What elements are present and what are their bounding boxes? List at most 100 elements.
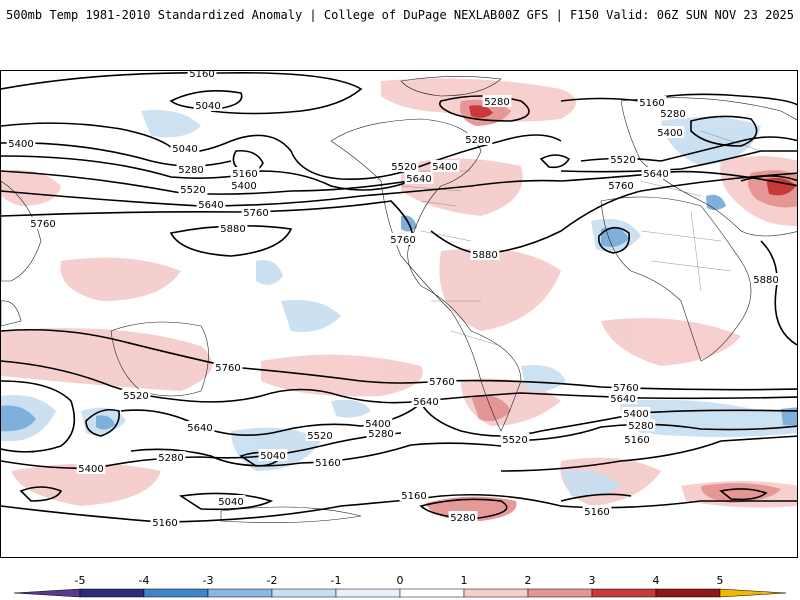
colorbar-block — [527, 588, 593, 598]
contour-label-text: 5760 — [613, 383, 638, 394]
contour-label: 5280 — [366, 427, 396, 440]
colorbar: -5 -4 -3 -2 -1 0 1 2 3 4 5 — [13, 574, 787, 598]
contour-label: 5880 — [218, 222, 248, 235]
contour-label: 5760 — [611, 381, 641, 394]
colorbar-block — [655, 588, 721, 598]
colorbar-tick-label: -3 — [203, 574, 214, 587]
contour-label: 5040 — [258, 449, 288, 462]
contour-label: 5640 — [641, 167, 671, 180]
contour-label-text: 5280 — [158, 453, 183, 464]
contour-label: 5880 — [751, 273, 781, 286]
contour-label-text: 5880 — [753, 275, 778, 286]
contour-label: 5280 — [156, 451, 186, 464]
colorbar-tick-label: 4 — [653, 574, 660, 587]
colorbar-tick-label: 5 — [717, 574, 724, 587]
model-run-info: 00Z GFS | F150 Valid: 06Z SUN NOV 23 202… — [497, 8, 794, 22]
contour-label: 5760 — [606, 179, 636, 192]
colorbar-block — [463, 588, 529, 598]
contour-label: 5520 — [608, 153, 638, 166]
contour-label: 5160 — [637, 96, 667, 109]
contour-label-text: 5400 — [8, 139, 33, 150]
contour-label: 5280 — [448, 511, 478, 524]
contour-label: 5520 — [389, 160, 419, 173]
map-title: 500mb Temp 1981-2010 Standardized Anomal… — [6, 8, 498, 22]
contour-label: 5520 — [500, 433, 530, 446]
contour-label: 5400 — [430, 160, 460, 173]
contour-label-text: 5640 — [413, 397, 438, 408]
contour-label-text: 5400 — [657, 128, 682, 139]
colorbar-tick-label: -2 — [267, 574, 278, 587]
contour-label: 5160 — [150, 516, 180, 529]
contour-label: 5640 — [608, 392, 638, 405]
contour-label-text: 5640 — [198, 200, 223, 211]
contour-label-text: 5760 — [429, 377, 454, 388]
contour-label-text: 5280 — [178, 165, 203, 176]
contour-label-text: 5160 — [401, 491, 426, 502]
colorbar-right-extension — [719, 588, 787, 598]
contour-label: 5280 — [658, 107, 688, 120]
contour-label-text: 5040 — [260, 451, 285, 462]
colorbar-block — [79, 588, 145, 598]
colorbar-block — [335, 588, 401, 598]
contour-label: 5040 — [193, 99, 223, 112]
contour-label: 5760 — [388, 233, 418, 246]
contour-label-text: 5040 — [172, 144, 197, 155]
colorbar-tick-label: -4 — [139, 574, 150, 587]
contour-label: 5400 — [76, 462, 106, 475]
contour-label: 5280 — [463, 133, 493, 146]
contour-label-text: 5280 — [484, 97, 509, 108]
contour-label: 5160 — [582, 505, 612, 518]
contour-label: 5280 — [482, 95, 512, 108]
contour-label: 5640 — [404, 172, 434, 185]
title-bar: 500mb Temp 1981-2010 Standardized Anomal… — [0, 0, 800, 30]
colorbar-block — [271, 588, 337, 598]
map-panel[interactable]: 5160 5040 5040 5160 5280 5520 5400 5640 5760 5880… — [0, 70, 798, 558]
contour-label: 5160 — [399, 489, 429, 502]
contour-label-text: 5760 — [608, 181, 633, 192]
contour-label: 5160 — [622, 433, 652, 446]
contour-label-text: 5040 — [218, 497, 243, 508]
contour-label: 5400 — [621, 407, 651, 420]
contour-label-text: 5280 — [628, 421, 653, 432]
colorbar-tick-label: 3 — [589, 574, 596, 587]
contour-label: 5400 — [363, 417, 393, 430]
contour-label: 5520 — [178, 183, 208, 196]
contour-label-text: 5160 — [152, 518, 177, 529]
contour-label-text: 5640 — [643, 169, 668, 180]
contour-label-text: 5400 — [78, 464, 103, 475]
contour-label-text: 5520 — [391, 162, 416, 173]
contour-label: 5520 — [121, 389, 151, 402]
contour-label-text: 5280 — [450, 513, 475, 524]
colorbar-tick-label: -5 — [75, 574, 86, 587]
contour-label: 5160 — [187, 71, 217, 80]
contour-label: 5760 — [427, 375, 457, 388]
strong-cold-anomaly — [1, 194, 797, 432]
contour-label-text: 5160 — [639, 98, 664, 109]
colorbar-left-extension — [13, 588, 81, 598]
contour-label: 5880 — [470, 248, 500, 261]
contour-label-text: 5160 — [232, 169, 257, 180]
contour-label: 5280 — [626, 419, 656, 432]
contour-label-text: 5280 — [465, 135, 490, 146]
contour-label-text: 5640 — [610, 394, 635, 405]
colorbar-block — [399, 588, 465, 598]
contour-label-text: 5520 — [180, 185, 205, 196]
contour-label-text: 5520 — [123, 391, 148, 402]
colorbar-block — [591, 588, 657, 598]
contour-label-text: 5760 — [243, 208, 268, 219]
contour-label: 5520 — [305, 429, 335, 442]
contour-label: 5640 — [185, 421, 215, 434]
contour-label-text: 5640 — [406, 174, 431, 185]
contour-label-text: 5520 — [307, 431, 332, 442]
cold-anomaly-shading — [1, 110, 797, 498]
colorbar-tick-label: 2 — [525, 574, 532, 587]
contour-label-text: 5280 — [368, 429, 393, 440]
coastlines — [1, 76, 797, 523]
contour-label-text: 5880 — [220, 224, 245, 235]
contour-label: 5760 — [28, 217, 58, 230]
contour-label-text: 5400 — [432, 162, 457, 173]
contour-label: 5040 — [216, 495, 246, 508]
contour-label-text: 5520 — [502, 435, 527, 446]
